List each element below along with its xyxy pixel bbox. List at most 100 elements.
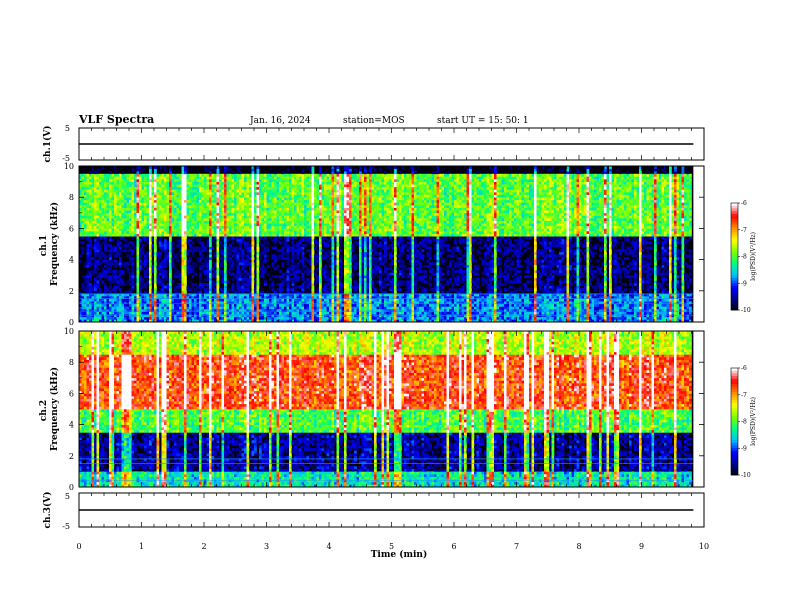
- ch1-spectrogram-cell: [579, 299, 582, 302]
- ch1-spectrogram-cell: [557, 267, 560, 270]
- ch1-spectrogram-cell: [162, 317, 165, 320]
- ch1-spectrogram-cell: [259, 257, 262, 260]
- ch1-spectrogram-cell: [642, 265, 645, 268]
- ch1-spectrogram-cell: [542, 312, 545, 315]
- ch1-spectrogram-cell: [419, 265, 422, 268]
- ch1-spectrogram-cell: [152, 254, 155, 257]
- ch1-spectrogram-cell: [557, 288, 560, 291]
- ch1-spectrogram-cell: [204, 291, 207, 294]
- ch1-spectrogram-cell: [654, 260, 657, 263]
- ch1-spectrogram-cell: [534, 267, 537, 270]
- ch1-spectrogram-cell: [409, 286, 412, 289]
- ch1-spectrogram-cell: [347, 299, 350, 302]
- ch1-spectrogram-cell: [419, 317, 422, 320]
- ch1-spectrogram-cell: [487, 312, 490, 315]
- ch1-spectrogram-cell: [262, 291, 265, 294]
- ch1-spectrogram-cell: [484, 317, 487, 320]
- ch1-spectrogram-cell: [374, 267, 377, 270]
- ch1-spectrogram-cell: [622, 291, 625, 294]
- ch1-spectrogram-cell: [97, 286, 100, 289]
- ch1-spectrogram-cell: [279, 288, 282, 291]
- ch1-spectrogram-cell: [414, 278, 417, 281]
- ch1-spectrogram-cell: [114, 262, 117, 265]
- ch1-spectrogram-cell: [504, 278, 507, 281]
- ch1-spectrogram-cell: [552, 278, 555, 281]
- ch1-spectrogram-cell: [314, 304, 317, 307]
- ch1-spectrogram-cell: [112, 262, 115, 265]
- ch1-spectrogram-cell: [534, 317, 537, 320]
- ch1-spectrogram-cell: [474, 306, 477, 309]
- ch1-spectrogram-cell: [184, 267, 187, 270]
- ch1-spectrogram-cell: [237, 278, 240, 281]
- ch1-spectrogram-cell: [642, 270, 645, 273]
- ch1-spectrogram-cell: [209, 278, 212, 281]
- ch1-spectrogram-cell: [514, 280, 517, 283]
- ch1-spectrogram-cell: [559, 262, 562, 265]
- ch1-spectrogram-cell: [157, 280, 160, 283]
- ch1-spectrogram-cell: [412, 257, 415, 260]
- ch1-spectrogram-cell: [439, 312, 442, 315]
- ch1-spectrogram-cell: [279, 270, 282, 273]
- ch1-spectrogram-cell: [669, 317, 672, 320]
- ch1-spectrogram-cell: [174, 299, 177, 302]
- ch1-spectrogram-cell: [159, 273, 162, 276]
- ch1-spectrogram-cell: [414, 275, 417, 278]
- ch1-spectrogram-cell: [84, 278, 87, 281]
- ch1-spectrogram-cell: [437, 267, 440, 270]
- ch1-spectrogram-cell: [552, 275, 555, 278]
- ch1-spectrogram-cell: [414, 304, 417, 307]
- ch1-spectrogram-cell: [242, 291, 245, 294]
- ch1-spectrogram-cell: [312, 299, 315, 302]
- ch1-spectrogram-cell: [247, 286, 250, 289]
- ch1-spectrogram-cell: [112, 312, 115, 315]
- ch1-spectrogram-cell: [89, 262, 92, 265]
- ch1-spectrogram-cell: [562, 306, 565, 309]
- ch1-spectrogram-cell: [607, 312, 610, 315]
- ch1-spectrogram-cell: [354, 257, 357, 260]
- ch1-spectrogram-cell: [89, 304, 92, 307]
- ch1-spectrogram-cell: [314, 260, 317, 263]
- ch1-spectrogram-cell: [194, 306, 197, 309]
- ch1-spectrogram-cell: [674, 265, 677, 268]
- ch1-spectrogram-cell: [392, 286, 395, 289]
- ch1-spectrogram-cell: [222, 265, 225, 268]
- ch1-spectrogram-cell: [399, 299, 402, 302]
- ch1-spectrogram-cell: [374, 304, 377, 307]
- ch1-spectrogram-cell: [119, 257, 122, 260]
- ch1-spectrogram-cell: [129, 288, 132, 291]
- ch1-spectrogram-cell: [607, 304, 610, 307]
- ch1-spectrogram-cell: [207, 260, 210, 263]
- ch1-spectrogram-cell: [367, 273, 370, 276]
- ch1-spectrogram-cell: [422, 304, 425, 307]
- ch1-spectrogram-cell: [644, 306, 647, 309]
- ch1-spectrogram-cell: [642, 262, 645, 265]
- ch1-spectrogram-cell: [257, 291, 260, 294]
- ch1-spectrogram-cell: [599, 304, 602, 307]
- ch1-spectrogram-cell: [89, 275, 92, 278]
- ch1-spectrogram-cell: [214, 299, 217, 302]
- ch1-spectrogram-cell: [644, 262, 647, 265]
- ch1-spectrogram-cell: [129, 291, 132, 294]
- ch1-spectrogram-cell: [499, 283, 502, 286]
- ch1-spectrogram-cell: [317, 304, 320, 307]
- ch1-spectrogram-cell: [104, 312, 107, 315]
- ch1-spectrogram-cell: [422, 275, 425, 278]
- ch1-spectrogram-cell: [629, 304, 632, 307]
- ch1-spectrogram-cell: [494, 288, 497, 291]
- ch1-spectrogram-cell: [99, 257, 102, 260]
- ch1-spectrogram-cell: [397, 260, 400, 263]
- ch1-spectrogram-cell: [269, 306, 272, 309]
- ch1-spectrogram-cell: [307, 299, 310, 302]
- ch1-spectrogram-cell: [372, 317, 375, 320]
- ch1-spectrogram-cell: [587, 257, 590, 260]
- ch1-spectrogram-cell: [492, 299, 495, 302]
- ch1-spectrogram-cell: [374, 262, 377, 265]
- ch1-spectrogram-cell: [324, 270, 327, 273]
- ch1-spectrogram-cell: [649, 280, 652, 283]
- ch1-spectrogram-cell: [152, 275, 155, 278]
- ch1-spectrogram-cell: [212, 283, 215, 286]
- ch1-spectrogram-cell: [494, 306, 497, 309]
- ch1-spectrogram-cell: [274, 304, 277, 307]
- ch1-spectrogram-cell: [434, 299, 437, 302]
- ch1-spectrogram-cell: [404, 317, 407, 320]
